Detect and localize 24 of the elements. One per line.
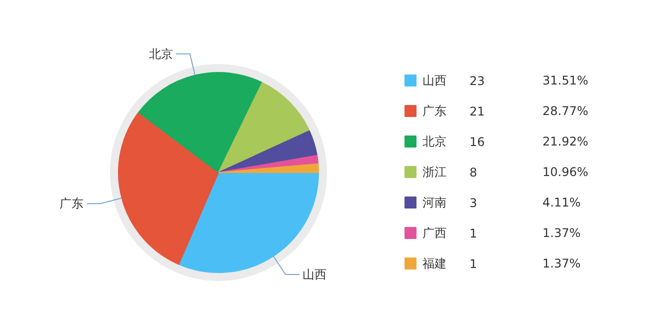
data-label: 21.92% [542, 134, 588, 148]
data-label: 28.77% [542, 104, 588, 118]
data-label: 31.51% [542, 74, 588, 88]
legend-label: 北京 [422, 134, 446, 148]
text: 广东 [60, 196, 84, 211]
legend-label: 广西 [422, 226, 446, 240]
data-label: 10.96% [542, 165, 588, 179]
text: 北京 [148, 46, 173, 61]
text: 山西 [302, 267, 326, 282]
text: 8 [470, 166, 478, 180]
text: 3 [470, 196, 478, 210]
legend-label: 浙江 [422, 165, 446, 179]
data-label: 1.37% [542, 256, 581, 270]
text: 21 [470, 104, 485, 118]
text: 1 [470, 257, 478, 271]
legend-label: 福建 [422, 256, 446, 270]
text: 16 [470, 135, 485, 149]
legend-label: 山西 [422, 74, 446, 88]
text: 1 [470, 226, 478, 240]
legend-label: 广东 [422, 104, 446, 118]
data-label: 1.37% [542, 226, 581, 240]
text: 23 [470, 74, 485, 88]
legend-label: 河南 [422, 196, 446, 210]
data-label: 4.11% [542, 196, 581, 210]
